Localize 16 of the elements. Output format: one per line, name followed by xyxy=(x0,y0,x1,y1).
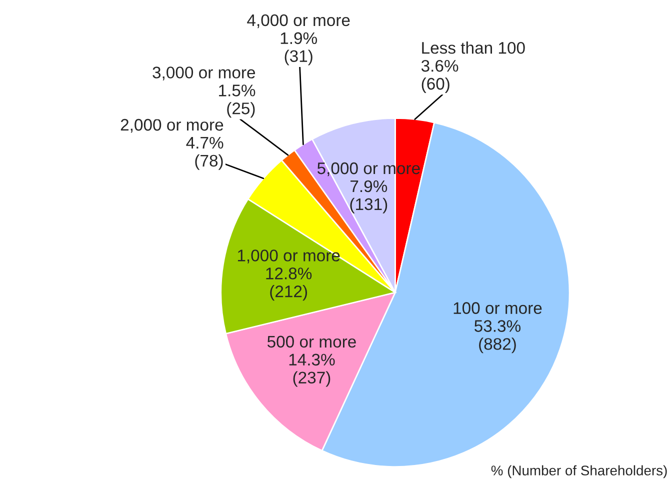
data-label: 1.5% (25) xyxy=(219,84,256,118)
text: % (Number of Shareholders) xyxy=(491,465,667,478)
data-label: 12.8% (212) xyxy=(266,268,312,301)
data-label: 1.9% (31) xyxy=(280,32,317,66)
slice-label: 3,000 or more xyxy=(152,66,256,80)
data-label: 53.3% (882) xyxy=(474,320,521,354)
data-label: 4.7% (78) xyxy=(186,136,224,170)
slice-label: 2,000 or more xyxy=(120,118,224,133)
slice-label: 1,000 or more xyxy=(238,250,340,264)
slice-label: 500 or more xyxy=(267,336,356,348)
slice-label: 4,000 or more xyxy=(247,14,350,28)
data-label: 7.9% (131) xyxy=(350,180,388,214)
slice-label: Less than 100 xyxy=(422,42,525,54)
data-label: 3.6% (60) xyxy=(421,60,458,93)
data-label: 14.3% (237) xyxy=(289,354,335,387)
slice-label: 100 or more xyxy=(454,302,542,314)
